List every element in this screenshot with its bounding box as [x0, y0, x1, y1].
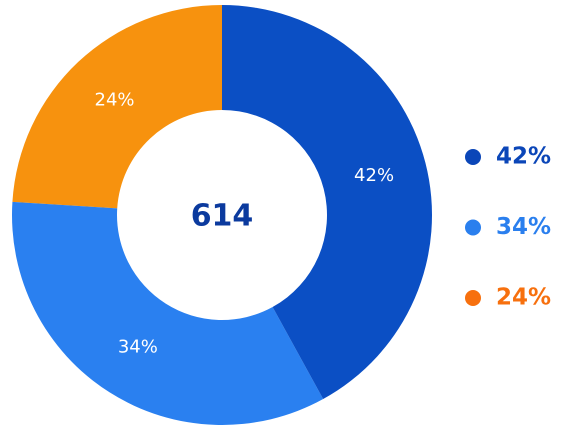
- legend-dot: [465, 219, 481, 236]
- donut-slice: [222, 5, 433, 400]
- legend-dot: [465, 149, 481, 165]
- legend-label: 42%: [496, 144, 551, 170]
- slice-label: 34%: [118, 337, 158, 358]
- slice-label: 42%: [354, 165, 394, 186]
- legend-label: 24%: [496, 285, 551, 311]
- center-label: 614: [191, 199, 254, 234]
- legend-label: 34%: [496, 214, 551, 240]
- donut-slice: [12, 5, 223, 209]
- slice-label: 24%: [95, 90, 135, 111]
- donut-slice: [12, 201, 324, 425]
- legend-dot: [465, 290, 481, 306]
